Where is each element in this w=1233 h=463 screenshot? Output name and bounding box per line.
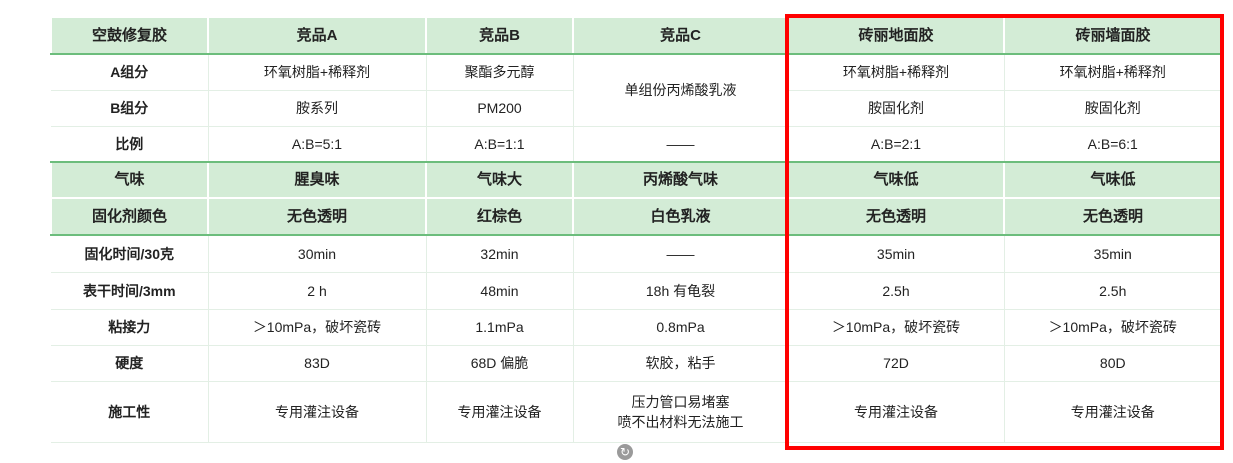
table-cell: 83D	[207, 345, 426, 382]
row-label: 比例	[51, 126, 208, 163]
row-label: 固化时间/30克	[51, 235, 208, 273]
column-header: 砖丽墙面胶	[1003, 18, 1221, 55]
table-cell: 胺固化剂	[1003, 90, 1221, 127]
table-cell: A:B=5:1	[207, 126, 426, 163]
row-label: B组分	[51, 90, 208, 127]
table-cell: 1.1mPa	[425, 309, 573, 346]
table-cell: 无色透明	[207, 198, 426, 236]
table-cell: A:B=2:1	[787, 126, 1004, 163]
table-cell: ＞10mPa，破坏瓷砖	[207, 309, 426, 346]
refresh-icon[interactable]: ↻	[617, 444, 633, 460]
table-cell: 气味大	[425, 161, 573, 199]
table-cell: A:B=1:1	[425, 126, 573, 163]
table-cell: 无色透明	[1003, 198, 1221, 236]
table-cell: 环氧树脂+稀释剂	[207, 54, 426, 91]
table-cell: 35min	[787, 235, 1004, 273]
row-label: A组分	[51, 54, 208, 91]
table-cell: 环氧树脂+稀释剂	[1003, 54, 1221, 91]
column-header: 竞品B	[425, 18, 573, 55]
table-row: 表干时间/3mm 2 h 48min 18h 有龟裂 2.5h 2.5h	[51, 272, 1221, 310]
table-cell: 胺系列	[207, 90, 426, 127]
table-cell: A:B=6:1	[1003, 126, 1221, 163]
table-row: A组分 环氧树脂+稀释剂 聚酯多元醇 单组份丙烯酸乳液 环氧树脂+稀释剂 环氧树脂+稀释剂	[51, 54, 1221, 127]
table-cell: 30min	[207, 235, 426, 273]
table-cell: 专用灌注设备	[425, 381, 573, 443]
table-row: B组分 胺系列 PM200 胺固化剂 胺固化剂	[51, 90, 1221, 127]
row-label: 表干时间/3mm	[51, 272, 208, 310]
table-cell: PM200	[425, 90, 573, 127]
table-cell: 专用灌注设备	[1003, 381, 1221, 443]
table-cell: 48min	[425, 272, 573, 310]
table-cell: ——	[572, 235, 788, 273]
table-cell: 35min	[1003, 235, 1221, 273]
table-row: 气味 腥臭味 气味大 丙烯酸气味 气味低 气味低	[50, 161, 1221, 199]
table-cell: 丙烯酸气味	[572, 161, 788, 199]
header-row: 空鼓修复胶 竞品A 竞品B 竞品C 砖丽地面胶 砖丽墙面胶	[50, 18, 1221, 55]
table-cell: ——	[572, 126, 788, 163]
row-label: 粘接力	[51, 309, 208, 346]
table-cell: 聚酯多元醇	[425, 54, 573, 91]
table-cell: 0.8mPa	[572, 309, 788, 346]
row-label: 固化剂颜色	[50, 198, 208, 236]
table-cell: 68D 偏脆	[425, 345, 573, 382]
table-cell: 环氧树脂+稀释剂	[787, 54, 1004, 91]
table-cell: 72D	[787, 345, 1004, 382]
table-cell: 专用灌注设备	[207, 381, 426, 443]
table-cell: 80D	[1003, 345, 1221, 382]
table-cell: 气味低	[787, 161, 1004, 199]
column-header: 空鼓修复胶	[50, 18, 208, 55]
table-cell: 18h 有龟裂	[572, 272, 788, 310]
row-label: 气味	[50, 161, 208, 199]
table-cell: 腥臭味	[207, 161, 426, 199]
table-cell: ＞10mPa，破坏瓷砖	[1003, 309, 1221, 346]
table-cell: 软胶，粘手	[572, 345, 788, 382]
table-row: 固化剂颜色 无色透明 红棕色 白色乳液 无色透明 无色透明	[50, 198, 1221, 236]
table-cell: 白色乳液	[572, 198, 788, 236]
table-row: 固化时间/30克 30min 32min —— 35min 35min	[51, 235, 1221, 273]
column-header: 竞品C	[572, 18, 788, 55]
column-header: 竞品A	[207, 18, 426, 55]
comparison-table: 空鼓修复胶 竞品A 竞品B 竞品C 砖丽地面胶 砖丽墙面胶 A组分 环氧树脂+稀释剂 聚酯多元醇…	[50, 18, 1221, 443]
table-row: 施工性 专用灌注设备 专用灌注设备 压力管口易堵塞 喷不出材料无法施工 专用灌注设备 专用…	[51, 381, 1221, 443]
table-cell: 压力管口易堵塞 喷不出材料无法施工	[572, 381, 788, 443]
table-cell: 32min	[425, 235, 573, 273]
table-cell: 胺固化剂	[787, 90, 1004, 127]
table-cell: 专用灌注设备	[787, 381, 1004, 443]
table-cell: 红棕色	[425, 198, 573, 236]
column-header: 砖丽地面胶	[787, 18, 1004, 55]
row-label: 硬度	[51, 345, 208, 382]
table-cell: 无色透明	[787, 198, 1004, 236]
table-cell: 气味低	[1003, 161, 1221, 199]
table-cell: 单组份丙烯酸乳液	[572, 54, 788, 127]
table-cell: 2.5h	[1003, 272, 1221, 310]
table-row: 比例 A:B=5:1 A:B=1:1 —— A:B=2:1 A:B=6:1	[51, 126, 1221, 163]
table-row: 粘接力 ＞10mPa，破坏瓷砖 1.1mPa 0.8mPa ＞10mPa，破坏瓷砖 ＞10…	[51, 309, 1221, 346]
row-label: 施工性	[51, 381, 208, 443]
table-cell: ＞10mPa，破坏瓷砖	[787, 309, 1004, 346]
table-cell: 2 h	[207, 272, 426, 310]
table-row: 硬度 83D 68D 偏脆 软胶，粘手 72D 80D	[51, 345, 1221, 382]
table-cell: 2.5h	[787, 272, 1004, 310]
